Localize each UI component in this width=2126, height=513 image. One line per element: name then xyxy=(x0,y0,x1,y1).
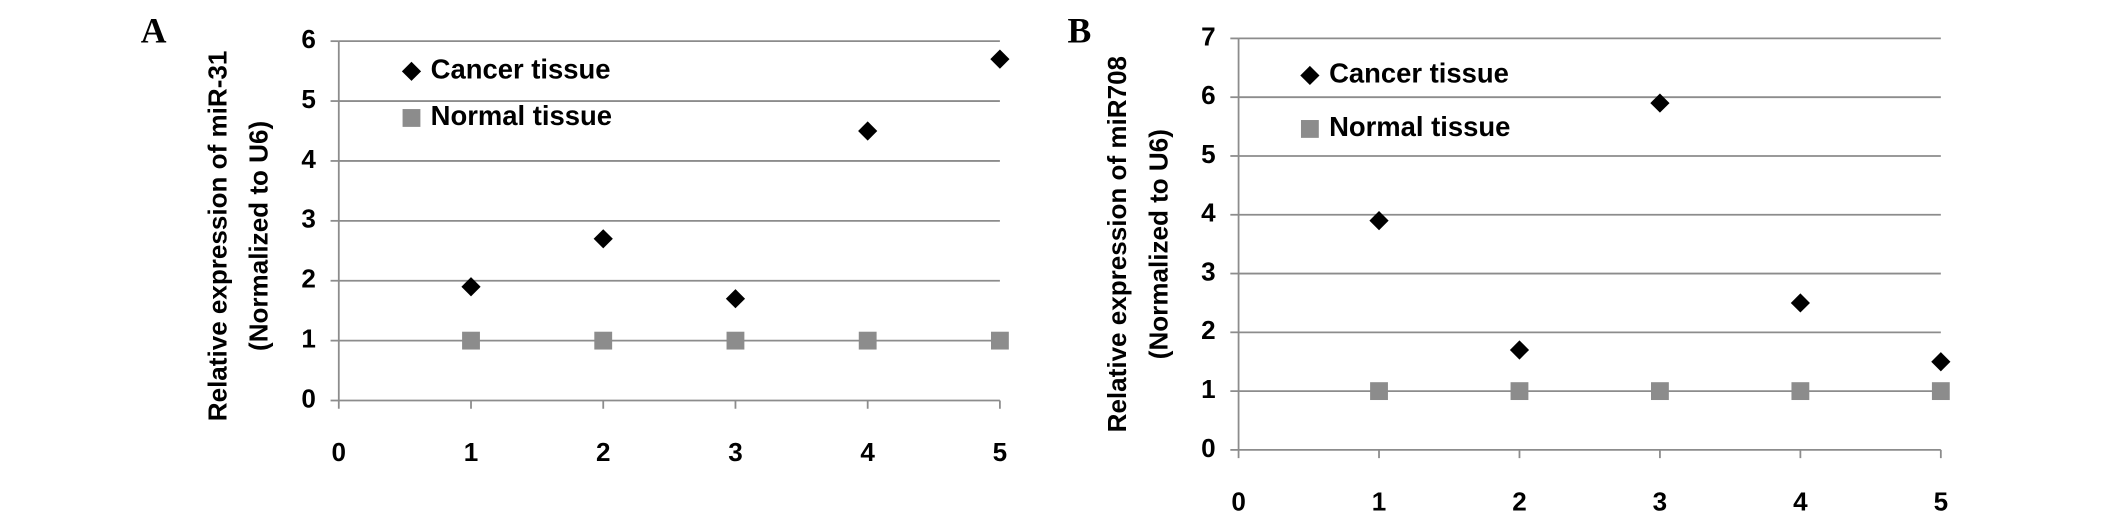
y-tick-label: 7 xyxy=(1201,21,1216,51)
y-tick-label: 2 xyxy=(1201,315,1216,345)
y-tick-label: 4 xyxy=(1201,198,1216,228)
legend-marker xyxy=(402,109,421,127)
y-tick-label: 6 xyxy=(1201,80,1216,110)
x-tick-label: 3 xyxy=(1653,486,1668,513)
x-tick-label: 2 xyxy=(596,437,611,467)
x-tick-label: 0 xyxy=(332,437,347,467)
legend-label: Cancer tissue xyxy=(431,54,611,85)
legend-label: Normal tissue xyxy=(431,100,612,131)
data-point xyxy=(593,229,613,249)
data-point xyxy=(1369,211,1389,231)
y-tick-label: 3 xyxy=(1201,256,1216,286)
y-tick-label: 5 xyxy=(301,84,316,114)
data-point xyxy=(1510,382,1529,401)
y-tick-label: 1 xyxy=(1201,374,1216,404)
y-axis-label: Relative expression of miR-31 xyxy=(202,51,232,422)
y-tick-label: 6 xyxy=(301,24,316,54)
legend-label: Cancer tissue xyxy=(1329,58,1509,89)
x-tick-label: 1 xyxy=(464,437,479,467)
x-tick-label: 4 xyxy=(1793,486,1808,513)
y-tick-label: 1 xyxy=(301,324,316,354)
legend-marker xyxy=(1300,120,1319,138)
y-axis-label: (Normalized to U6) xyxy=(243,121,273,351)
data-point xyxy=(1370,382,1388,401)
y-tick-label: 4 xyxy=(301,144,316,174)
x-tick-label: 3 xyxy=(728,437,742,467)
panel-label: A xyxy=(141,10,167,50)
y-tick-label: 0 xyxy=(301,383,316,413)
legend-marker xyxy=(401,61,422,81)
panel-label: B xyxy=(1068,10,1092,50)
data-point xyxy=(858,121,878,141)
data-point xyxy=(1791,382,1810,401)
x-tick-label: 1 xyxy=(1372,486,1387,513)
x-tick-label: 2 xyxy=(1512,486,1527,513)
legend-label: Normal tissue xyxy=(1329,111,1510,142)
y-tick-label: 3 xyxy=(301,204,316,234)
y-axis-label: Relative expression of miR708 xyxy=(1102,56,1132,432)
data-point xyxy=(1931,352,1951,372)
data-point xyxy=(1650,93,1670,113)
y-tick-label: 0 xyxy=(1201,433,1216,463)
y-tick-label: 5 xyxy=(1201,139,1216,169)
y-axis-label: (Normalized to U6) xyxy=(1143,129,1173,359)
x-tick-label: 5 xyxy=(1934,486,1949,513)
data-point xyxy=(1651,382,1669,401)
legend-marker xyxy=(1300,65,1320,86)
data-point xyxy=(1509,340,1530,360)
x-tick-label: 0 xyxy=(1231,486,1246,513)
data-point xyxy=(1790,293,1810,313)
x-tick-label: 4 xyxy=(860,437,875,467)
y-tick-label: 2 xyxy=(301,264,316,294)
data-point xyxy=(725,289,746,309)
data-point xyxy=(462,331,480,350)
data-point xyxy=(990,49,1010,69)
data-point xyxy=(726,331,745,350)
x-tick-label: 5 xyxy=(993,437,1007,467)
data-point xyxy=(461,277,481,297)
data-point xyxy=(990,331,1009,350)
data-point xyxy=(858,331,877,350)
data-point xyxy=(1931,382,1950,401)
data-point xyxy=(594,331,613,350)
